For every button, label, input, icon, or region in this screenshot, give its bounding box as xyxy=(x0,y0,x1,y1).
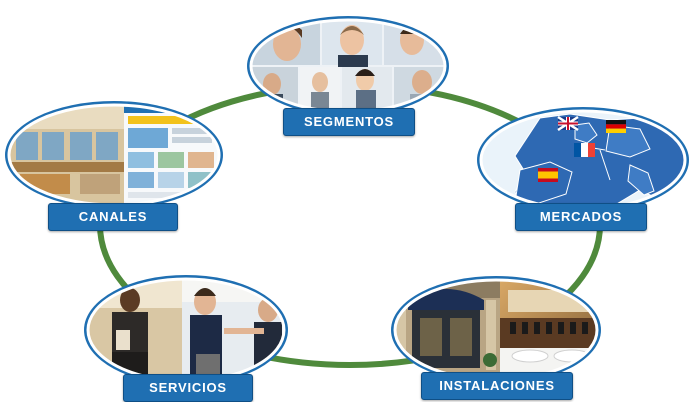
uk-flag-icon xyxy=(557,115,579,132)
france-flag-icon xyxy=(574,143,595,157)
instalaciones-label[interactable]: INSTALACIONES xyxy=(421,372,573,400)
germany-flag-icon xyxy=(606,120,626,133)
canales-label[interactable]: CANALES xyxy=(48,203,178,231)
node-canales[interactable] xyxy=(5,101,223,209)
node-mercados[interactable] xyxy=(477,107,700,222)
servicios-photo xyxy=(88,279,284,381)
segmentos-photo xyxy=(251,20,445,112)
segmentos-label[interactable]: SEGMENTOS xyxy=(283,108,415,136)
node-segmentos[interactable] xyxy=(247,16,449,116)
spain-flag-icon xyxy=(538,168,558,182)
node-servicios[interactable] xyxy=(84,275,288,385)
mercados-label[interactable]: MERCADOS xyxy=(515,203,647,231)
servicios-label[interactable]: SERVICIOS xyxy=(123,374,253,402)
